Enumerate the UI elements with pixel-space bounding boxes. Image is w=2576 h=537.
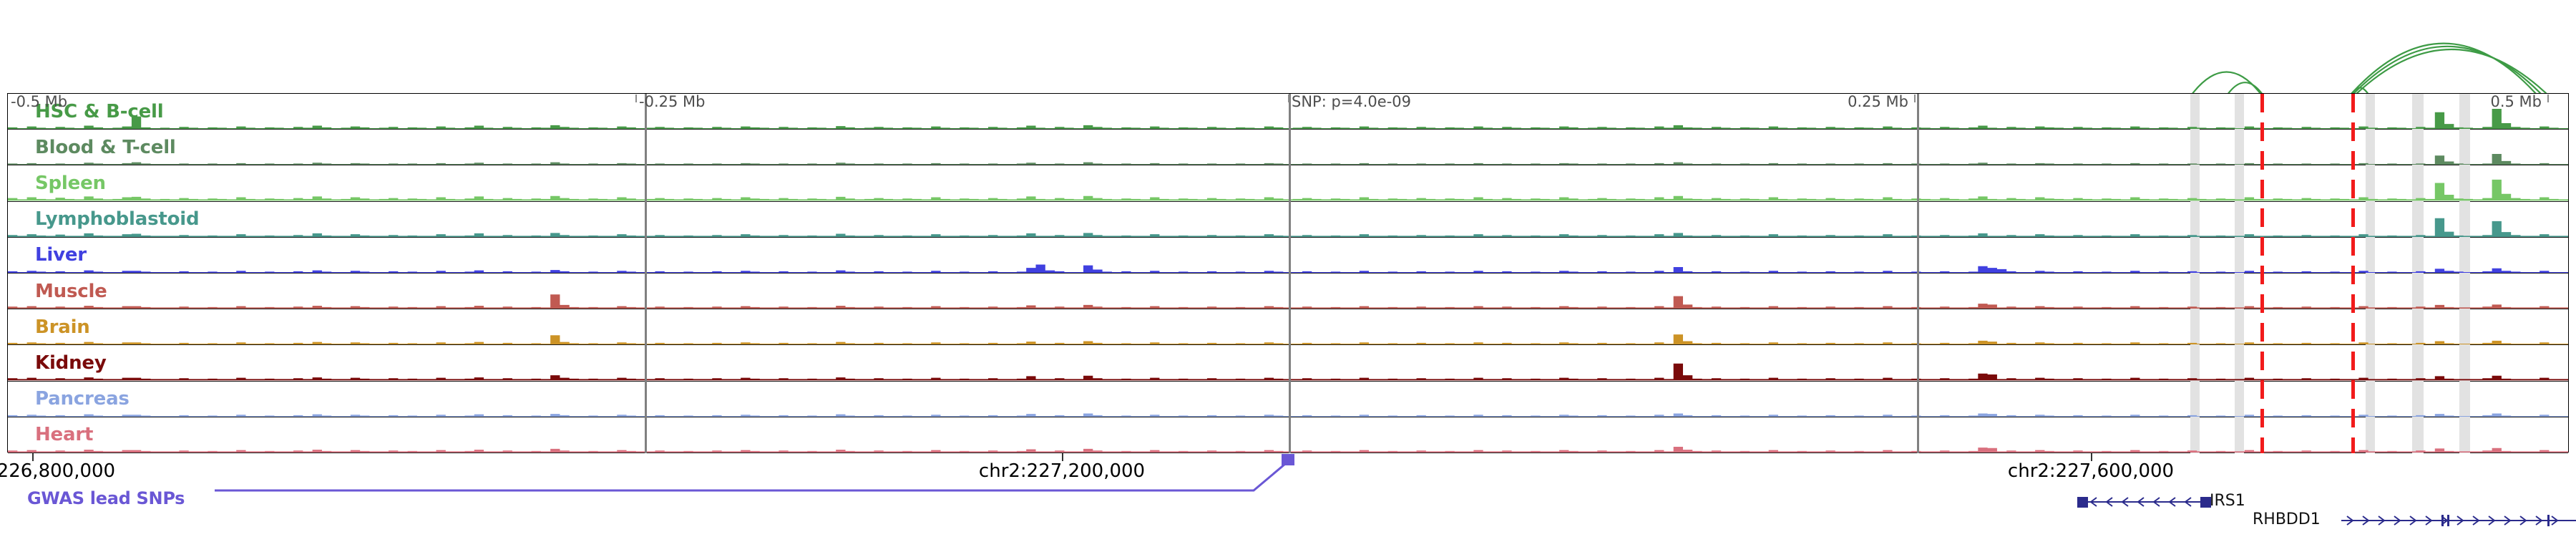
signal-profile [8, 294, 2568, 309]
signal-profile [8, 264, 2568, 273]
signal-track[interactable]: Muscle [8, 274, 2568, 310]
gene-name-irs1[interactable]: IRS1 [2210, 492, 2245, 510]
signal-track[interactable]: Pancreas [8, 382, 2568, 417]
signal-track[interactable]: Blood & T-cell [8, 130, 2568, 166]
chromatin-loop-arc [2352, 45, 2542, 95]
track-label-muscle: Muscle [35, 280, 107, 302]
signal-track[interactable]: HSC & B-cell [8, 94, 2568, 130]
signal-profile [8, 180, 2568, 201]
signal-track-panel: HSC & B-cell Blood & T-cell Spleen Lymphobl… [7, 93, 2569, 453]
signal-profile [8, 446, 2568, 453]
signal-profile [8, 218, 2568, 237]
gwas-leader-line [215, 463, 1286, 492]
axis-tick [1062, 453, 1063, 461]
track-label-lymphoblastoid: Lymphoblastoid [35, 208, 200, 231]
track-label-blood-t-cell: Blood & T-cell [35, 136, 176, 158]
signal-profile [8, 154, 2568, 165]
chromatin-loop-arc [2227, 82, 2263, 95]
signal-profile [8, 364, 2568, 381]
axis-tick-label: chr2:226,800,000 [0, 460, 116, 482]
gene-glyphs [2077, 497, 2576, 526]
track-label-liver: Liver [35, 244, 87, 266]
gwas-lead-snps-label: GWAS lead SNPs [27, 488, 185, 508]
chromatin-loop-arc [2355, 49, 2548, 95]
gwas-lead-snps-track [215, 454, 1294, 492]
axis-tick [2091, 453, 2092, 461]
track-label-brain: Brain [35, 316, 90, 338]
chromatin-loop-arc [2351, 87, 2369, 95]
axis-tick-label: chr2:227,600,000 [2007, 460, 2175, 482]
track-label-heart: Heart [35, 424, 94, 446]
chromatin-loop-arcs [2191, 42, 2548, 95]
chromatin-loop-arc [2350, 42, 2537, 95]
signal-track[interactable]: Heart [8, 417, 2568, 453]
gwas-snp-marker[interactable] [1282, 454, 1294, 465]
signal-profile [8, 109, 2568, 130]
axis-tick-label: chr2:227,200,000 [978, 460, 1146, 482]
gene-name-rhbdd1[interactable]: RHBDD1 [2253, 511, 2321, 528]
signal-track[interactable]: Spleen [8, 165, 2568, 202]
signal-track[interactable]: Kidney [8, 345, 2568, 382]
track-label-kidney: Kidney [35, 352, 107, 374]
signal-track[interactable]: Liver [8, 238, 2568, 274]
track-label-hsc-b-cell: HSC & B-cell [35, 100, 164, 122]
gene-model-track: IRS1 RHBDD1 [0, 492, 2576, 537]
track-label-spleen: Spleen [35, 172, 106, 194]
track-label-pancreas: Pancreas [35, 388, 130, 410]
signal-profile [8, 334, 2568, 345]
signal-track[interactable]: Lymphoblastoid [8, 202, 2568, 238]
axis-tick [32, 453, 34, 461]
signal-profile [8, 412, 2568, 417]
signal-track[interactable]: Brain [8, 309, 2568, 346]
